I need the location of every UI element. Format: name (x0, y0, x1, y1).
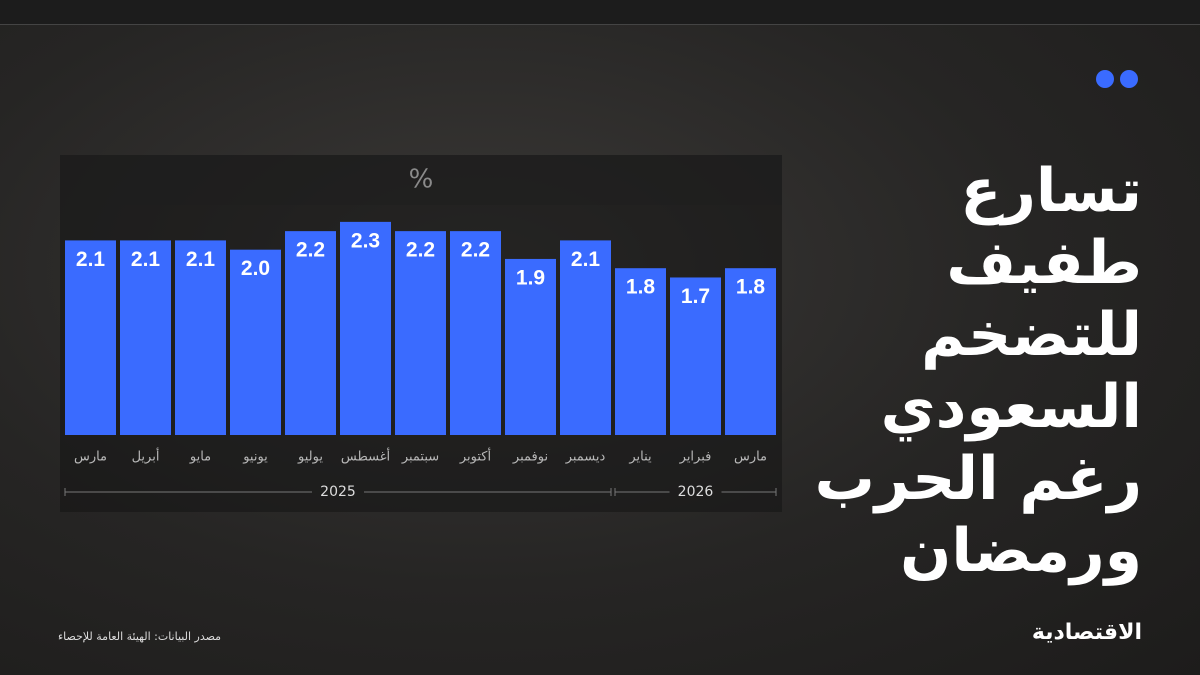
decor-dot (1120, 70, 1138, 88)
bar (120, 240, 171, 435)
bar (670, 277, 721, 435)
x-tick-label: ديسمبر (565, 450, 606, 465)
brand-logo: الاقتصادية (1031, 620, 1142, 645)
bar (285, 231, 336, 435)
x-tick-label: مارس (74, 450, 107, 465)
x-tick-label: أكتوبر (459, 448, 491, 465)
x-tick-label: يوليو (297, 450, 323, 465)
value-label: 2.0 (241, 257, 270, 280)
bar (505, 258, 556, 435)
unit-label: % (409, 165, 434, 195)
value-label: 2.1 (571, 248, 601, 271)
x-tick-label: يناير (628, 450, 652, 465)
x-tick-label: يونيو (242, 450, 268, 465)
x-tick-label: نوفمبر (512, 450, 548, 465)
value-label: 1.8 (626, 276, 656, 299)
top-bar (0, 0, 1200, 25)
value-label: 1.8 (736, 276, 766, 299)
value-label: 2.3 (351, 229, 380, 252)
x-tick-label: مارس (734, 450, 767, 465)
x-tick-label: سبتمبر (401, 450, 439, 465)
x-tick-label: مايو (189, 450, 211, 465)
chart-header (60, 155, 782, 205)
source-note: مصدر البيانات: الهيئة العامة للإحصاء (58, 630, 222, 643)
bar (560, 240, 611, 435)
decor-dot (1096, 70, 1114, 88)
value-label: 2.1 (186, 248, 216, 271)
bar (175, 240, 226, 435)
group-label: 2026 (678, 484, 714, 500)
bar (230, 249, 281, 435)
x-tick-label: فبراير (679, 450, 712, 465)
value-label: 2.1 (131, 248, 161, 271)
group-label: 2025 (320, 484, 356, 500)
bar (340, 221, 391, 435)
bar (395, 231, 446, 435)
value-label: 2.2 (296, 239, 325, 262)
x-tick-label: أبريل (132, 448, 160, 465)
headline: تسارع طفيف للتضخم السعودي رغم الحرب ورمض… (814, 156, 1142, 586)
value-label: 2.1 (76, 248, 106, 271)
x-tick-label: أغسطس (341, 448, 390, 465)
value-label: 2.2 (406, 239, 435, 262)
bar (615, 268, 666, 435)
value-label: 1.7 (681, 285, 710, 308)
bar (725, 268, 776, 435)
bar (450, 231, 501, 435)
value-label: 2.2 (461, 239, 490, 262)
bar (65, 240, 116, 435)
value-label: 1.9 (516, 266, 545, 289)
